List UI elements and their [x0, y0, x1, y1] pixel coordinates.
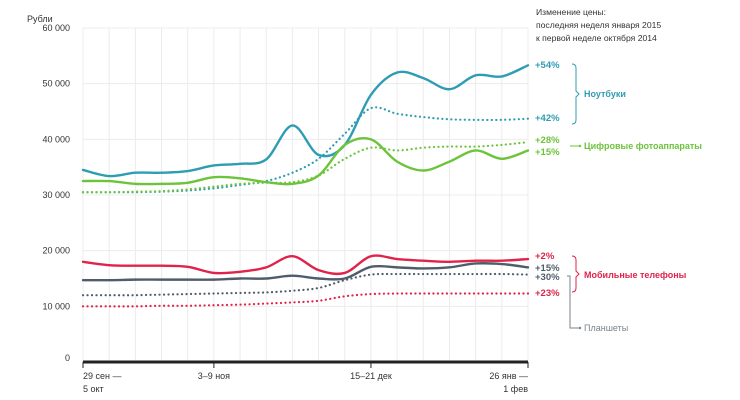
- y-tick-label: 10 000: [42, 301, 70, 311]
- bracket-laptops: [571, 63, 580, 125]
- x-tick-label: 3–9 ноя: [198, 371, 230, 381]
- series-line: [81, 254, 530, 276]
- annotations: +54%+42%+28%+15%+2%+15%+30%+23%НоутбукиЦ…: [535, 60, 702, 333]
- y-tick-label: 20 000: [42, 246, 70, 256]
- change-label: +23%: [535, 288, 560, 299]
- legend-label-mobile: Мобильные телефоны: [584, 270, 687, 280]
- y-tick-label: 40 000: [42, 134, 70, 144]
- note-line-1: Изменение цены:: [536, 7, 606, 17]
- change-label: +42%: [535, 113, 560, 124]
- change-label: +2%: [535, 251, 555, 262]
- change-label: +54%: [535, 60, 560, 71]
- x-tick-label: 15–21 дек: [350, 371, 392, 381]
- note-line-3: к первой неделе октября 2014: [536, 33, 657, 43]
- legend-label-tablets: Планшеты: [584, 323, 628, 333]
- arrow-head-cameras: [578, 144, 582, 148]
- arrow-tablets: [567, 275, 580, 329]
- change-label: +28%: [535, 135, 560, 146]
- legend-label-cameras: Цифровые фотоаппараты: [584, 141, 702, 151]
- change-label: +30%: [535, 272, 560, 283]
- series-line: [81, 136, 530, 186]
- series-line: [81, 272, 530, 297]
- x-tick-label: 29 сен —: [83, 371, 122, 381]
- y-axis: 0 10 000 20 000 30 000 40 000 50 000 60 000: [42, 23, 70, 363]
- legend-label-laptops: Ноутбуки: [584, 89, 626, 99]
- arrow-head-tablets: [578, 326, 582, 330]
- series-line: [81, 106, 530, 194]
- series-line: [81, 141, 530, 194]
- series-line: [81, 64, 530, 178]
- y-tick-label: 50 000: [42, 79, 70, 89]
- change-label: +15%: [535, 147, 560, 158]
- x-tick-label: 26 янв —: [489, 371, 528, 381]
- series-lines: [81, 64, 530, 308]
- x-axis: 29 сен — 5 окт 3–9 ноя 15–21 дек 26 янв — 1 ф…: [82, 362, 529, 394]
- series-line: [81, 292, 530, 308]
- x-tick-label: 5 окт: [83, 384, 104, 394]
- change-label: +15%: [535, 263, 560, 274]
- y-tick-label: 60 000: [42, 23, 70, 33]
- series-line: [81, 262, 530, 282]
- x-tick-label: 1 фев: [503, 384, 528, 394]
- y-tick-label: 30 000: [42, 190, 70, 200]
- chart-note: Изменение цены: последняя неделя января …: [536, 6, 661, 45]
- y-axis-label: Рубли: [27, 14, 53, 24]
- note-line-2: последняя неделя января 2015: [536, 20, 662, 30]
- grid: [82, 27, 529, 362]
- bracket-mobile: [571, 255, 580, 293]
- y-tick-label: 0: [65, 353, 70, 363]
